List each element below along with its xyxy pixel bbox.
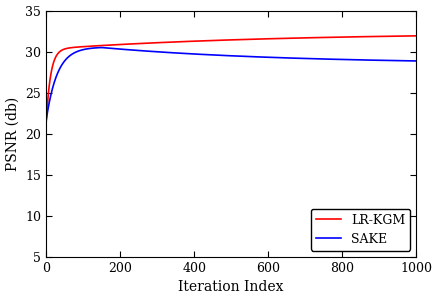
- Line: SAKE: SAKE: [46, 47, 417, 122]
- SAKE: [320, 57, 325, 61]
- SAKE: [348, 58, 353, 61]
- LR-KGM: [414, 34, 419, 38]
- Legend: LR-KGM, SAKE: LR-KGM, SAKE: [311, 208, 410, 251]
- SAKE: [111, 47, 116, 50]
- X-axis label: Iteration Index: Iteration Index: [178, 280, 284, 294]
- Line: LR-KGM: LR-KGM: [46, 36, 417, 126]
- LR-KGM: [43, 124, 49, 128]
- SAKE: [43, 120, 49, 123]
- LR-KGM: [348, 35, 353, 39]
- LR-KGM: [320, 36, 325, 39]
- SAKE: [414, 59, 419, 63]
- LR-KGM: [265, 37, 271, 40]
- SAKE: [284, 56, 290, 60]
- LR-KGM: [284, 37, 290, 40]
- SAKE: [185, 52, 190, 56]
- LR-KGM: [111, 43, 116, 47]
- SAKE: [265, 56, 271, 59]
- SAKE: [99, 46, 104, 49]
- Y-axis label: PSNR (db): PSNR (db): [6, 97, 20, 171]
- LR-KGM: [185, 40, 190, 43]
